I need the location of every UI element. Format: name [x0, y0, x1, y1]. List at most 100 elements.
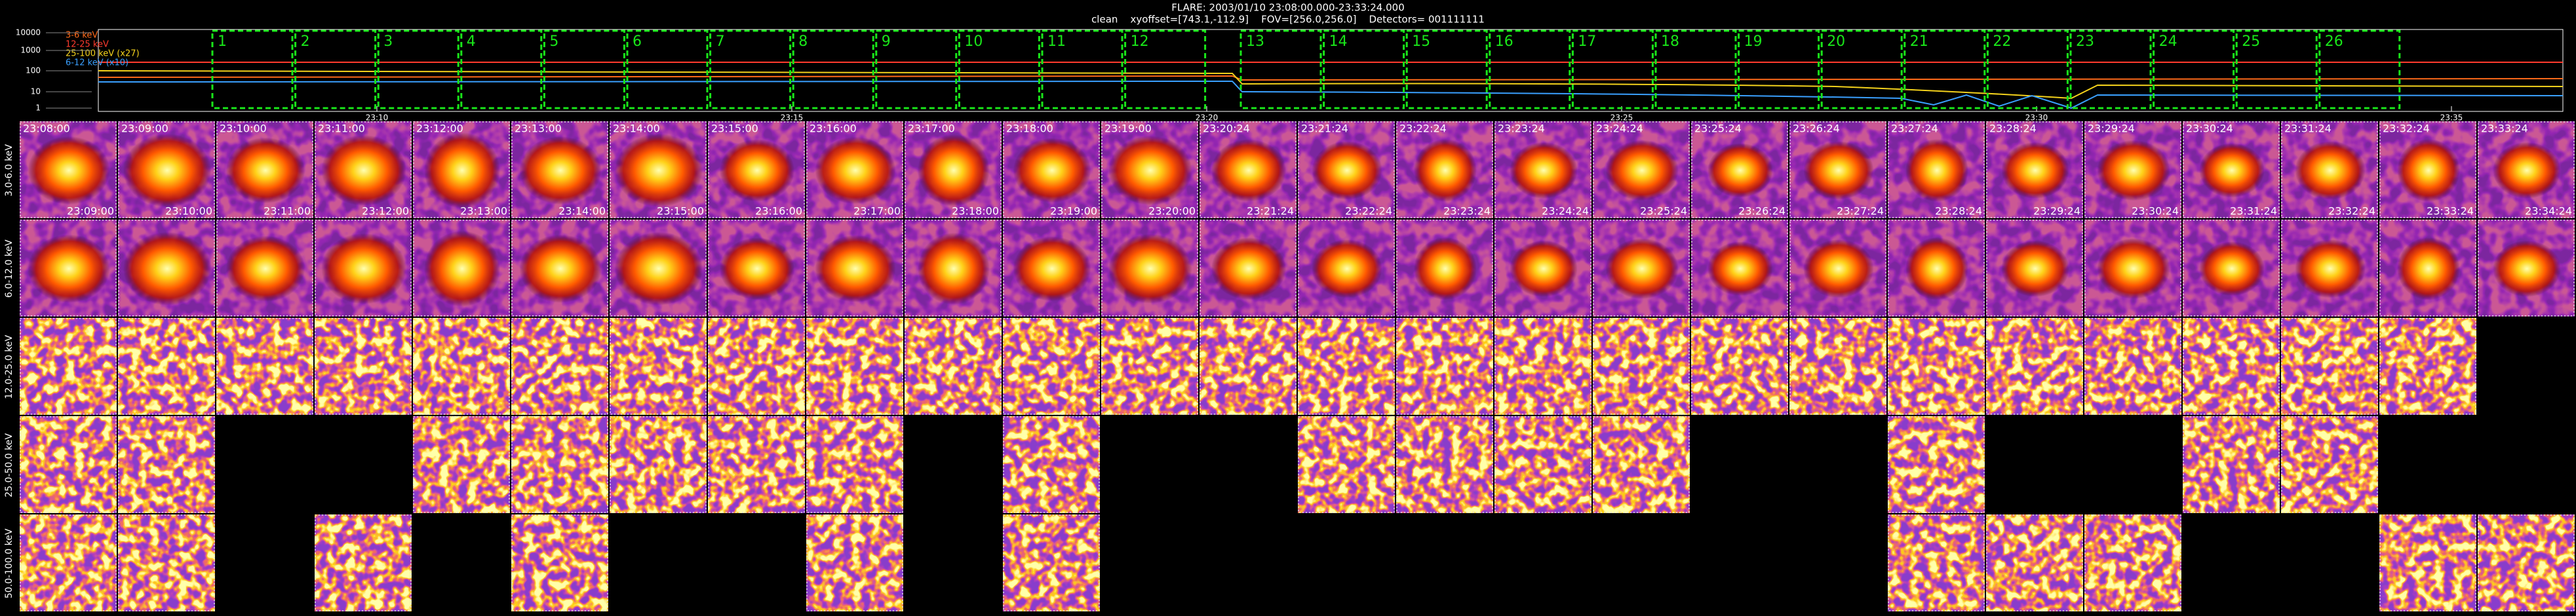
tile-border: [511, 220, 608, 317]
source-blob: [2493, 142, 2561, 199]
row-label: 12.0-25.0 keV: [4, 335, 14, 399]
tile-border: [905, 121, 1002, 218]
tile-border: [708, 416, 805, 513]
y-tick-label: 10000: [16, 28, 41, 37]
tile-border: [610, 318, 707, 415]
tile-border: [1888, 121, 1985, 218]
tile-border: [315, 514, 412, 611]
tile-image: [413, 318, 510, 415]
image-tile: [2183, 318, 2280, 415]
image-tile: [2478, 220, 2575, 317]
tile-start-time: 23:10:00: [220, 123, 267, 135]
tile-image: [1691, 318, 1788, 415]
tile-border: [118, 416, 215, 513]
image-tile: [905, 318, 1002, 415]
image-tile: 23:15:00 23:16:00: [708, 121, 805, 218]
tile-border: [1888, 220, 1985, 317]
image-tile: [315, 514, 412, 611]
tile-border: [2281, 220, 2378, 317]
image-tile: [610, 220, 707, 317]
interval-box: [2235, 29, 2318, 109]
tile-border: [806, 220, 903, 317]
source-blob: [614, 133, 703, 208]
source-blob: [1108, 233, 1192, 304]
source-blob: [719, 139, 795, 202]
interval-box: [1571, 29, 1654, 109]
image-tile: 23:25:24 23:26:24: [1691, 121, 1788, 218]
image-tile: 23:22:24 23:23:24: [1396, 121, 1493, 218]
image-tile: [20, 220, 117, 317]
image-tile: [1494, 416, 1591, 513]
interval-number: 11: [1047, 33, 1066, 50]
image-tile: [315, 220, 412, 317]
tile-end-time: 23:13:00: [460, 205, 507, 218]
source-blob: [1708, 143, 1773, 198]
tile-start-time: 23:29:24: [2088, 123, 2135, 135]
tile-end-time: 23:32:24: [2328, 205, 2375, 218]
tile-image: [1003, 514, 1100, 611]
tile-border: [905, 220, 1002, 317]
source-blob: [28, 136, 110, 205]
tile-border: [1396, 416, 1493, 513]
tile-start-time: 23:18:00: [1006, 123, 1053, 135]
tile-image: [1298, 416, 1395, 513]
tile-end-time: 23:26:24: [1738, 205, 1786, 218]
tile-border: [1200, 121, 1297, 218]
image-tile: [2183, 416, 2280, 513]
source-blob: [2295, 141, 2366, 200]
x-tick-label: 23:10: [366, 113, 389, 123]
source-blob: [2397, 237, 2460, 300]
tile-border: [708, 220, 805, 317]
image-tile: [511, 514, 608, 611]
tile-border: [2084, 514, 2181, 611]
interval-box: [2069, 29, 2152, 109]
source-blob: [2097, 238, 2170, 299]
image-tile: [2379, 220, 2476, 317]
source-blob: [918, 233, 990, 305]
image-tile: [1593, 416, 1690, 513]
tile-end-time: 23:20:00: [1148, 205, 1196, 218]
tile-end-time: 23:24:24: [1542, 205, 1589, 218]
tile-border: [216, 318, 313, 415]
tile-image: [1986, 318, 2083, 415]
tile-end-time: 23:17:00: [853, 205, 901, 218]
tile-border: [2183, 318, 2280, 415]
tile-start-time: 23:16:00: [810, 123, 857, 135]
interval-number: 19: [1744, 33, 1763, 50]
tile-border: [2183, 121, 2280, 218]
source-blob: [2199, 143, 2265, 198]
tile-end-time: 23:31:24: [2230, 205, 2277, 218]
source-blob: [424, 231, 500, 307]
tile-end-time: 23:15:00: [657, 205, 704, 218]
tile-start-time: 23:09:00: [121, 123, 168, 135]
image-tile: [315, 318, 412, 415]
interval-number: 10: [964, 33, 983, 50]
interval-number: 15: [1412, 33, 1430, 50]
tile-image: [1593, 318, 1690, 415]
tile-image: [2183, 318, 2280, 415]
tile-end-time: 23:14:00: [558, 205, 606, 218]
y-tick-label: 1: [35, 104, 41, 113]
image-tile: [118, 220, 215, 317]
tile-border: [2379, 514, 2476, 611]
source-blob: [1414, 139, 1477, 202]
image-tile: [1396, 416, 1493, 513]
image-tile: [905, 220, 1002, 317]
image-tile: [1986, 514, 2083, 611]
source-blob: [225, 137, 305, 204]
image-tile: 23:12:00 23:13:00: [413, 121, 510, 218]
image-tile: [610, 318, 707, 415]
tile-start-time: 23:30:24: [2186, 123, 2233, 135]
tile-image: [610, 318, 707, 415]
tile-border: [1888, 416, 1985, 513]
tile-start-time: 23:23:24: [1498, 123, 1545, 135]
interval-number: 21: [1910, 33, 1928, 50]
image-tile: 23:21:24 23:22:24: [1298, 121, 1395, 218]
tile-border: [2183, 416, 2280, 513]
image-tile: [1003, 514, 1100, 611]
interval-box: [709, 29, 792, 109]
y-tick-label: 10: [31, 87, 41, 96]
source-blob: [2097, 140, 2170, 201]
tile-border: [1298, 318, 1395, 415]
source-blob: [1013, 138, 1091, 203]
